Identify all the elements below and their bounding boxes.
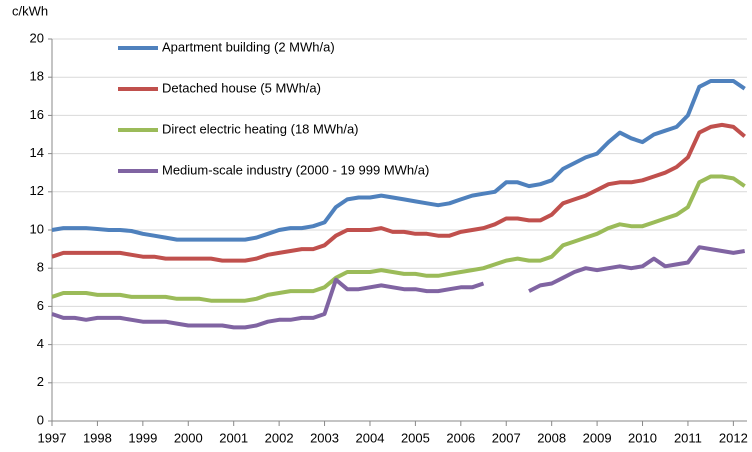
y-axis-label: c/kWh [12,3,48,18]
y-tick-label: 8 [37,260,44,275]
y-tick-label: 4 [37,336,44,351]
x-tick-label: 2010 [628,430,657,445]
x-tick-label: 2005 [401,430,430,445]
y-tick-label: 14 [30,145,44,160]
x-tick-label: 1999 [128,430,157,445]
x-tick-label: 2011 [674,430,702,445]
x-tick-label: 2000 [174,430,203,445]
x-tick-label: 2012 [719,430,748,445]
y-tick-label: 18 [30,69,44,84]
y-tick-label: 2 [37,374,44,389]
x-tick-label: 1998 [83,430,112,445]
x-tick-label: 2006 [446,430,475,445]
legend-label: Apartment building (2 MWh/a) [162,39,335,54]
x-tick-label: 2004 [356,430,385,445]
x-tick-label: 2007 [492,430,521,445]
series-line [51,174,746,303]
series-line [51,122,746,263]
x-tick-label: 2009 [583,430,612,445]
y-tick-label: 20 [30,30,44,45]
x-tick-label: 2008 [537,430,566,445]
y-tick-label: 12 [30,183,44,198]
legend-label: Medium-scale industry (2000 - 19 999 MWh… [162,162,429,177]
series-line [51,79,746,242]
legend-label: Detached house (5 MWh/a) [162,80,321,95]
x-tick-label: 2002 [265,430,294,445]
x-tick-label: 1997 [38,430,67,445]
x-tick-label: 2001 [219,430,248,445]
legend-label: Direct electric heating (18 MWh/a) [162,121,359,136]
y-tick-label: 16 [30,107,44,122]
series-line [51,245,746,330]
y-tick-label: 6 [37,298,44,313]
y-tick-label: 10 [30,221,44,236]
y-tick-label: 0 [37,412,44,427]
x-tick-label: 2003 [310,430,339,445]
